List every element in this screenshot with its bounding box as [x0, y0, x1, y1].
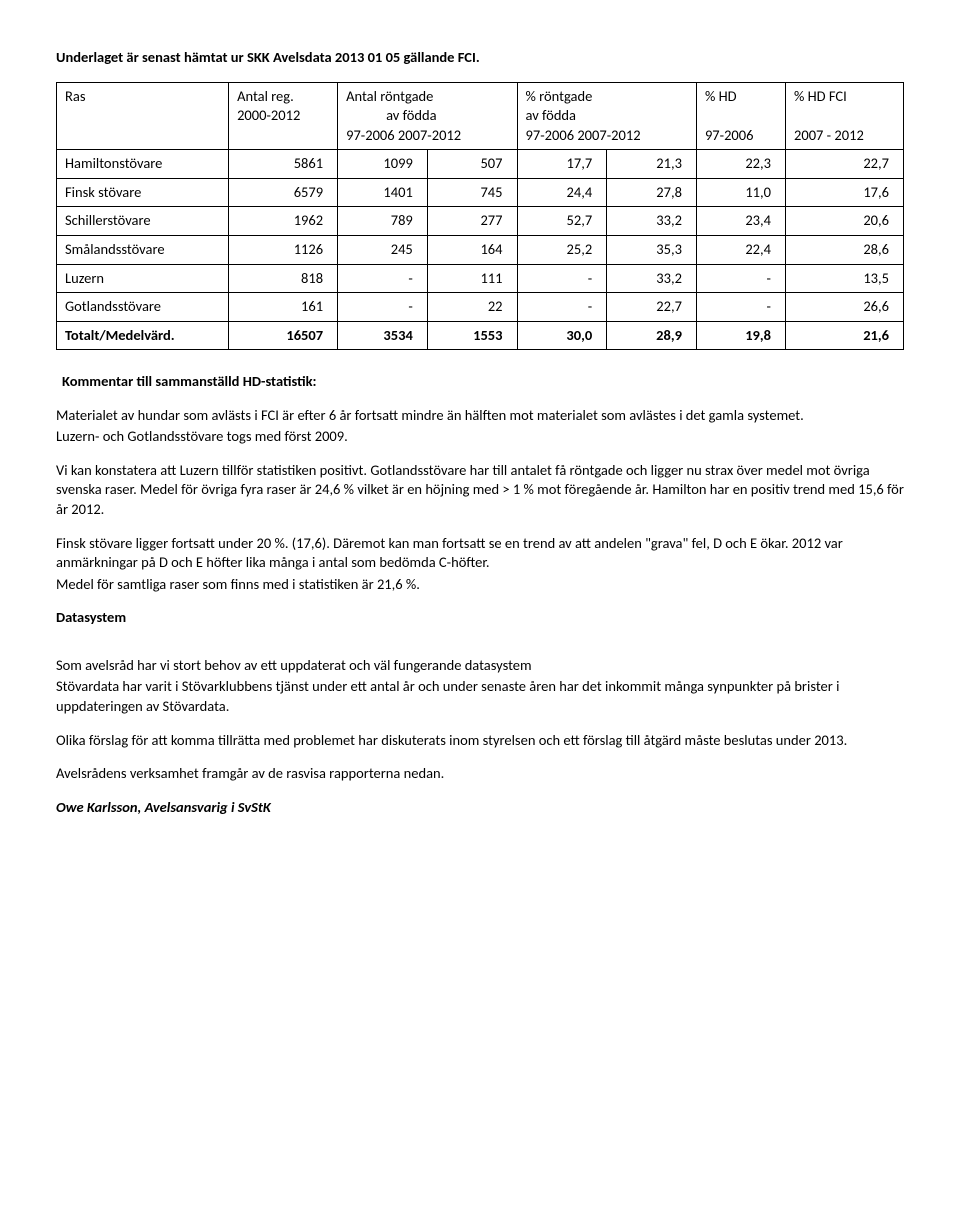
table-row: Gotlandsstövare161-22-22,7-26,6: [57, 293, 904, 322]
table-cell: 33,2: [607, 207, 697, 236]
col-pct-hd-fci: % HD FCI 2007 - 2012: [786, 82, 904, 150]
table-cell: 28,9: [607, 321, 697, 350]
col-pct-rontgade: % röntgade av födda 97-2006 2007-2012: [517, 82, 696, 150]
table-cell: 26,6: [786, 293, 904, 322]
table-cell: 24,4: [517, 178, 607, 207]
table-row: Smålandsstövare112624516425,235,322,428,…: [57, 235, 904, 264]
table-cell: 28,6: [786, 235, 904, 264]
table-cell: 25,2: [517, 235, 607, 264]
table-cell: Finsk stövare: [57, 178, 229, 207]
body-paragraph: Avelsrådens verksamhet framgår av de ras…: [56, 764, 904, 784]
table-cell: 111: [427, 264, 517, 293]
table-cell: 1962: [229, 207, 338, 236]
body-paragraph: Finsk stövare ligger fortsatt under 20 %…: [56, 534, 904, 573]
table-cell: 507: [427, 150, 517, 179]
signature: Owe Karlsson, Avelsansvarig i SvStK: [56, 798, 904, 818]
datasystem-heading: Datasystem: [56, 608, 904, 628]
table-cell: 818: [229, 264, 338, 293]
table-cell: -: [696, 264, 785, 293]
table-cell: Schillerstövare: [57, 207, 229, 236]
table-cell: 17,7: [517, 150, 607, 179]
table-cell: 6579: [229, 178, 338, 207]
hdr-text: av födda: [526, 106, 688, 126]
table-cell: 22,3: [696, 150, 785, 179]
body-paragraph: Som avelsråd har vi stort behov av ett u…: [56, 656, 904, 676]
table-cell: 22,4: [696, 235, 785, 264]
table-row: Luzern818-111-33,2-13,5: [57, 264, 904, 293]
table-cell: 22: [427, 293, 517, 322]
hdr-text: 2007 - 2012: [794, 126, 895, 146]
table-cell: Smålandsstövare: [57, 235, 229, 264]
table-cell: 13,5: [786, 264, 904, 293]
hd-statistics-table: Ras Antal reg. 2000-2012 Antal röntgade …: [56, 82, 904, 351]
table-cell: 5861: [229, 150, 338, 179]
table-cell: Totalt/Medelvärd.: [57, 321, 229, 350]
hdr-text: 97-2006 2007-2012: [526, 126, 688, 146]
table-cell: 1126: [229, 235, 338, 264]
table-cell: 21,3: [607, 150, 697, 179]
table-cell: 27,8: [607, 178, 697, 207]
body-paragraph: Olika förslag för att komma tillrätta me…: [56, 731, 904, 751]
table-cell: 745: [427, 178, 517, 207]
hdr-text: av födda: [346, 106, 508, 126]
table-cell: 35,3: [607, 235, 697, 264]
table-cell: 23,4: [696, 207, 785, 236]
table-cell: 245: [338, 235, 428, 264]
table-cell: 164: [427, 235, 517, 264]
table-row: Hamiltonstövare5861109950717,721,322,322…: [57, 150, 904, 179]
table-cell: 19,8: [696, 321, 785, 350]
hdr-text: 2000-2012: [237, 106, 329, 126]
body-paragraph: Materialet av hundar som avlästs i FCI ä…: [56, 406, 904, 426]
table-cell: 22,7: [607, 293, 697, 322]
table-cell: 161: [229, 293, 338, 322]
body-paragraph: Luzern- och Gotlandsstövare togs med för…: [56, 427, 904, 447]
table-cell: 52,7: [517, 207, 607, 236]
table-cell: -: [517, 293, 607, 322]
table-cell: Hamiltonstövare: [57, 150, 229, 179]
table-cell: -: [696, 293, 785, 322]
table-cell: 20,6: [786, 207, 904, 236]
table-row: Totalt/Medelvärd.165073534155330,028,919…: [57, 321, 904, 350]
table-cell: 22,7: [786, 150, 904, 179]
table-cell: -: [338, 264, 428, 293]
hdr-text: Antal reg.: [237, 87, 329, 107]
table-cell: 277: [427, 207, 517, 236]
table-cell: 21,6: [786, 321, 904, 350]
hdr-text: Antal röntgade: [346, 87, 508, 107]
hdr-text: % HD FCI: [794, 87, 895, 107]
table-cell: 33,2: [607, 264, 697, 293]
hdr-text: % röntgade: [526, 87, 688, 107]
table-cell: -: [517, 264, 607, 293]
table-header-row: Ras Antal reg. 2000-2012 Antal röntgade …: [57, 82, 904, 150]
col-antal-rontgade: Antal röntgade av födda 97-2006 2007-201…: [338, 82, 517, 150]
kommentar-heading: Kommentar till sammanställd HD-statistik…: [62, 372, 904, 392]
table-cell: 3534: [338, 321, 428, 350]
table-cell: 1553: [427, 321, 517, 350]
table-cell: Gotlandsstövare: [57, 293, 229, 322]
body-paragraph: Stövardata har varit i Stövarklubbens tj…: [56, 677, 904, 716]
table-row: Schillerstövare196278927752,733,223,420,…: [57, 207, 904, 236]
body-paragraph: Vi kan konstatera att Luzern tillför sta…: [56, 461, 904, 520]
table-cell: -: [338, 293, 428, 322]
page-title: Underlaget är senast hämtat ur SKK Avels…: [56, 48, 904, 68]
body-paragraph: Medel för samtliga raser som finns med i…: [56, 575, 904, 595]
hdr-text: % HD: [705, 87, 777, 107]
hdr-text: 97-2006 2007-2012: [346, 126, 508, 146]
table-cell: Luzern: [57, 264, 229, 293]
col-ras: Ras: [57, 82, 229, 150]
table-cell: 30,0: [517, 321, 607, 350]
table-cell: 16507: [229, 321, 338, 350]
table-row: Finsk stövare6579140174524,427,811,017,6: [57, 178, 904, 207]
table-cell: 11,0: [696, 178, 785, 207]
table-cell: 17,6: [786, 178, 904, 207]
col-pct-hd: % HD 97-2006: [696, 82, 785, 150]
table-cell: 789: [338, 207, 428, 236]
table-cell: 1099: [338, 150, 428, 179]
hdr-text: 97-2006: [705, 126, 777, 146]
col-antal-reg: Antal reg. 2000-2012: [229, 82, 338, 150]
table-cell: 1401: [338, 178, 428, 207]
